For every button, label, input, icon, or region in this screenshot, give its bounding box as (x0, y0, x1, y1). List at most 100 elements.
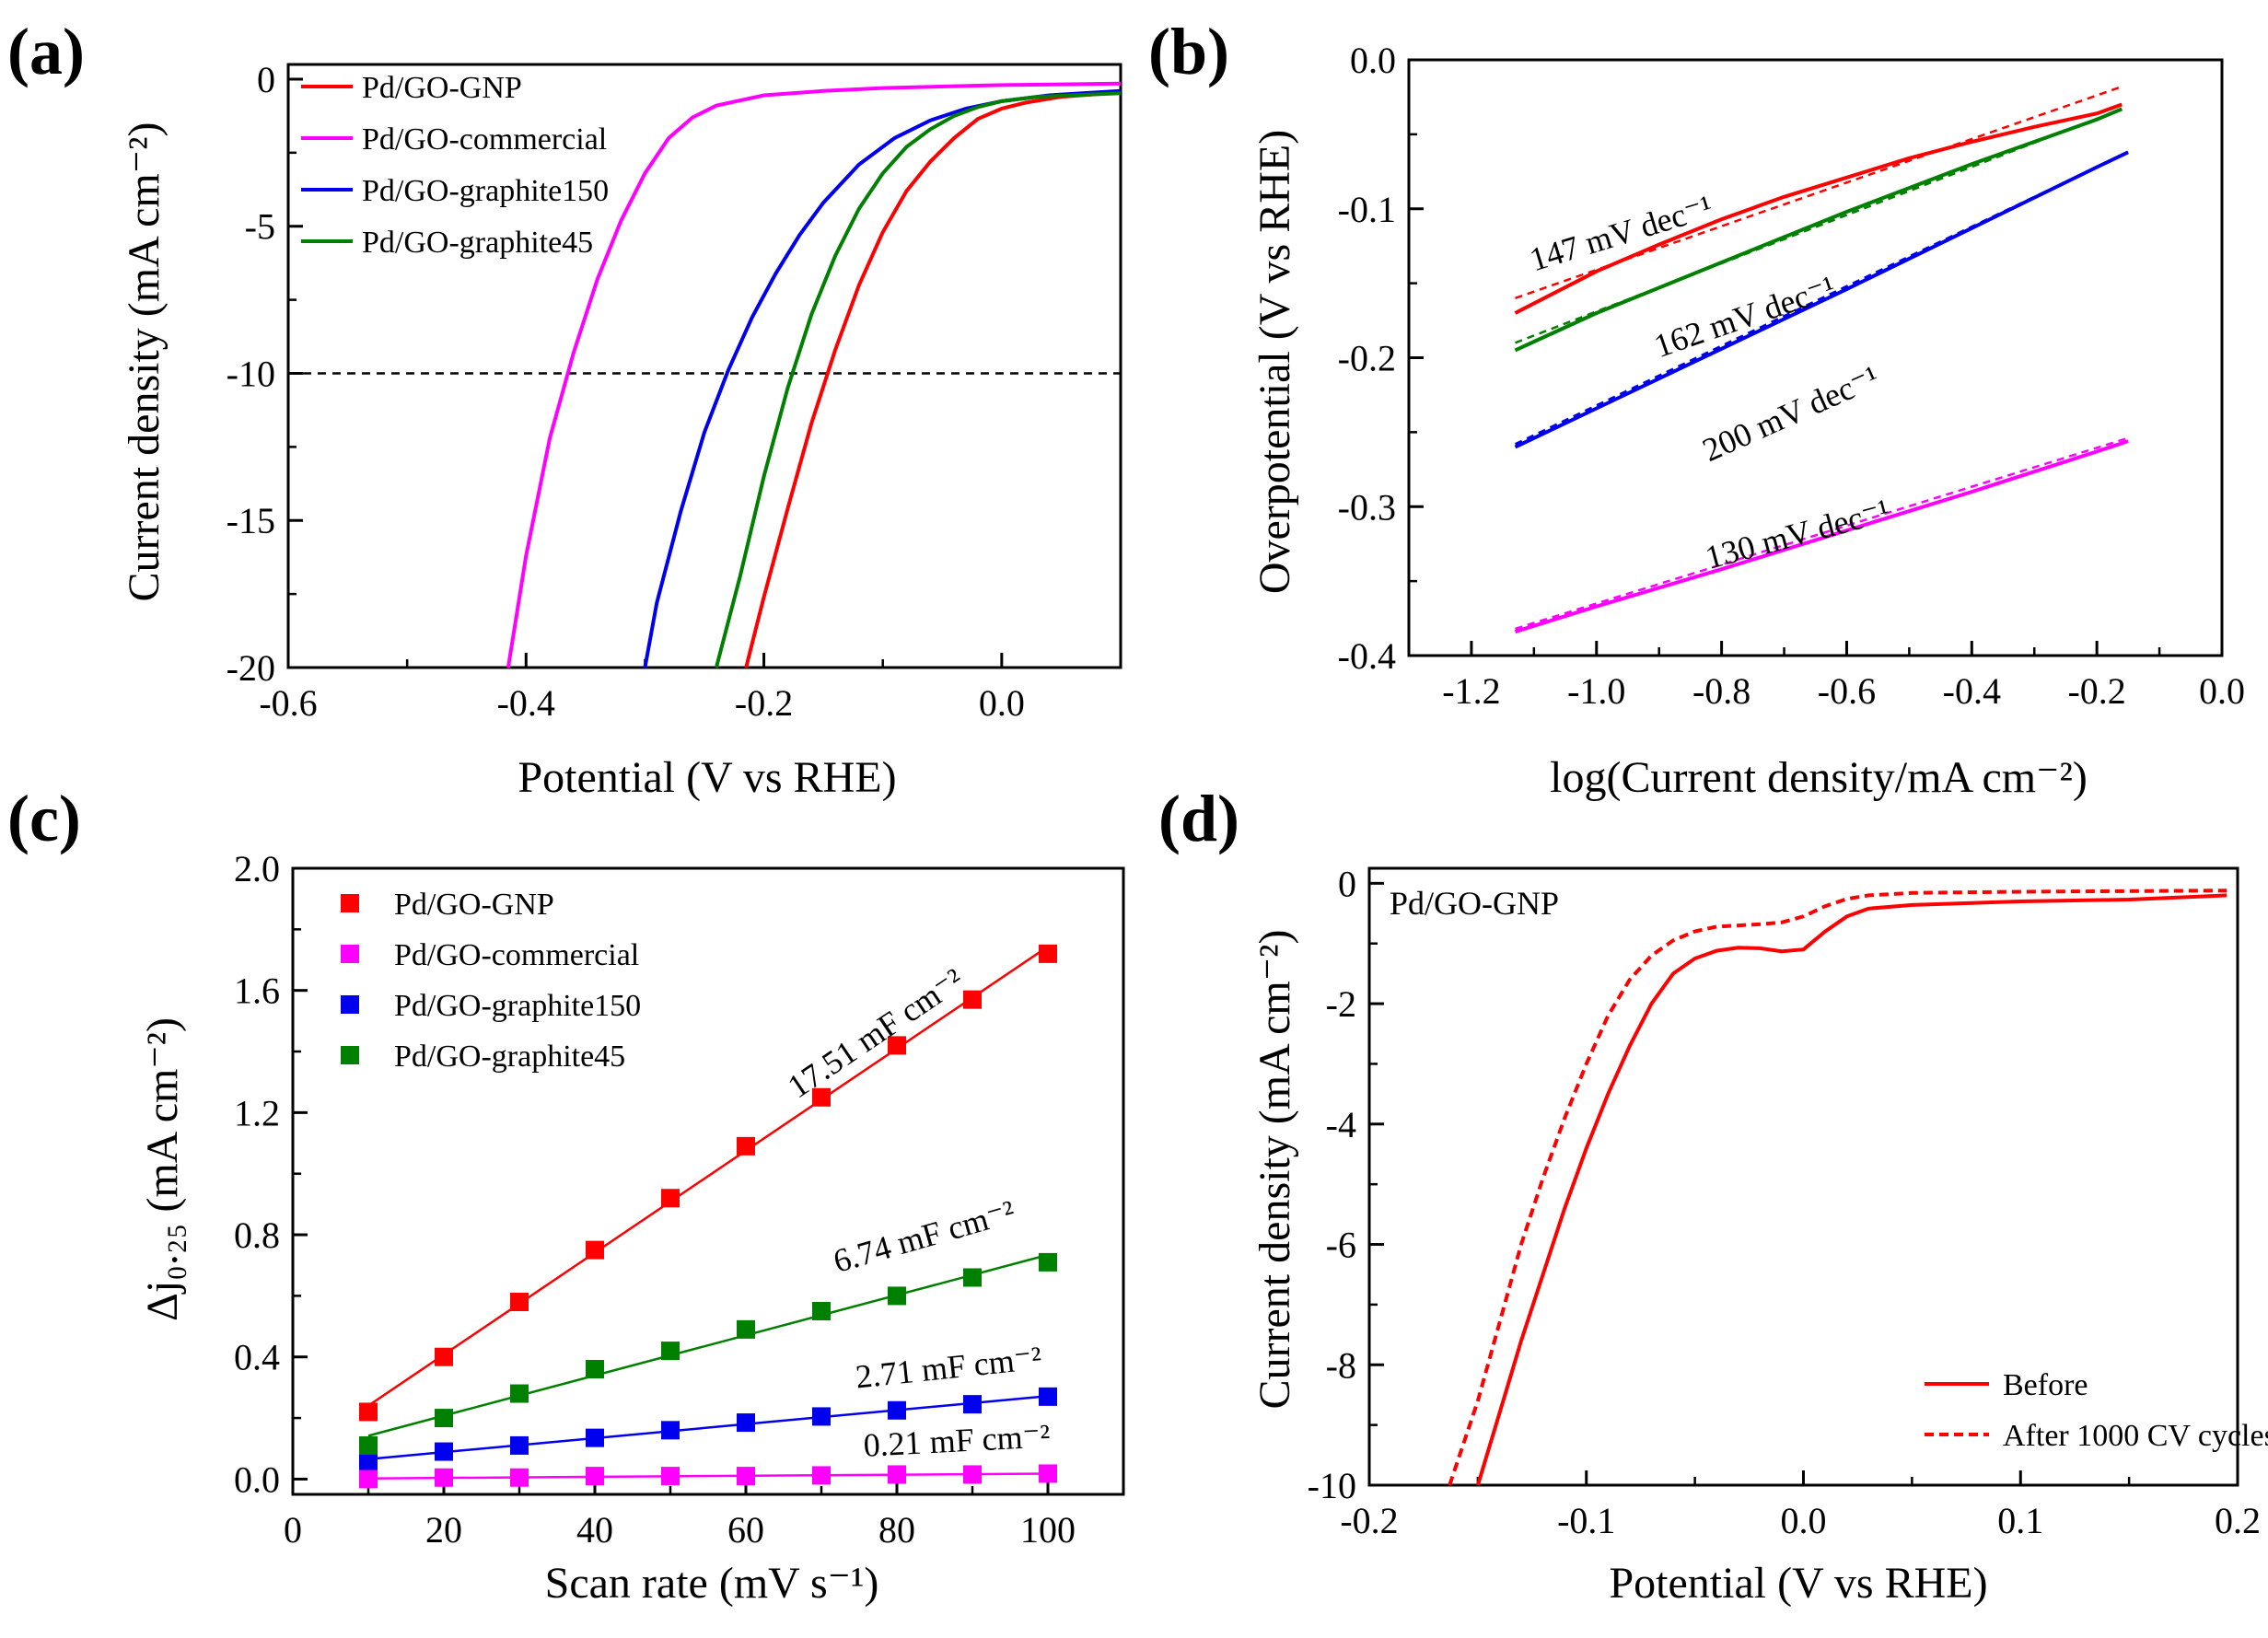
panel-b-xlabel: log(Current density/mA cm⁻²) (1550, 753, 2088, 802)
panel-c-data-point (963, 1268, 982, 1287)
panel-c-data-point (586, 1240, 604, 1260)
panel-c-data-point (661, 1467, 680, 1486)
panel-a-frame (286, 63, 1122, 669)
panel-c-capacitance-annotation: 0.21 mF cm⁻² (863, 1417, 1052, 1464)
panel-c-frame (291, 866, 1125, 1496)
panel-c-fit-line (367, 1472, 1049, 1480)
panel-b-plot: -1.2 -1.0 -0.8 -0.6 -0.4 -0.2 0.0 -0.4 -0.3 -0.2 -… (1338, 40, 2245, 712)
panel-a-xtick-label: -0.6 (259, 682, 317, 724)
panel-b-fit-line (1514, 151, 2129, 446)
panel-c-data-point (812, 1087, 831, 1107)
panel-b-frame (1407, 58, 2224, 657)
panel-b-xtick-label: -0.4 (1943, 670, 2001, 712)
panel-a-legend-label: Pd/GO-commercial (362, 122, 607, 157)
panel-a-ytick-label: 0 (257, 59, 275, 100)
panel-d-xtick-label: -0.1 (1557, 1500, 1615, 1541)
panel-b-series-line (1514, 102, 2123, 315)
panel-d-xtick-label: 0.1 (1997, 1500, 2043, 1541)
panel-c-data-point (737, 1413, 755, 1433)
panel-d-inset-label: Pd/GO-GNP (1390, 885, 1559, 922)
panel-b-ytick-label: -0.1 (1338, 189, 1396, 230)
panel-c-data-point (510, 1435, 529, 1455)
panel-c-data-point (359, 1402, 378, 1422)
panel-c-data-point (1039, 1387, 1057, 1406)
panel-c-data-point (661, 1421, 680, 1440)
panel-d-legend-label: Before (2003, 1368, 2088, 1402)
panel-a-xtick-label: -0.4 (497, 682, 555, 724)
panel-c-data-point (359, 1435, 378, 1455)
panel-c-data-point (435, 1442, 453, 1461)
panel-c-data-point (661, 1342, 680, 1361)
panel-b-fit-line (1515, 436, 2129, 631)
panel-c-plot: 0 20 40 60 80 100 0.0 0.4 0.8 1.2 1.6 2.0 Pd/GO-GNP P… (234, 848, 1125, 1551)
panel-a-series-line (506, 81, 1121, 668)
panel-d-series-line (1448, 889, 2227, 1486)
panel-a: (a) Current density (mA cm⁻²) Potential … (7, 15, 1122, 802)
panel-c-legend-label: Pd/GO-graphite45 (394, 1040, 625, 1074)
panel-c-xtick-label: 40 (576, 1509, 613, 1551)
panel-a-series-line (714, 91, 1121, 668)
panel-d-xtick-label: 0.2 (2215, 1500, 2261, 1541)
panel-c-legend-swatch (341, 1046, 359, 1064)
panel-c-ytick-label: 1.6 (234, 970, 280, 1012)
panel-c-capacitance-annotation: 17.51 mF cm⁻² (781, 961, 970, 1106)
panel-d-ytick-label: -8 (1326, 1344, 1356, 1386)
panel-c-capacitance-annotation: 6.74 mF cm⁻² (830, 1193, 1019, 1280)
panel-c-xtick-label: 60 (727, 1509, 764, 1551)
panel-c-fit-line (367, 946, 1049, 1407)
panel-d-ytick-label: -4 (1326, 1104, 1356, 1145)
panel-d-xtick-label: 0.0 (1781, 1500, 1827, 1541)
panel-d-frame (1367, 866, 2239, 1487)
panel-b-ytick-label: 0.0 (1350, 40, 1396, 81)
panel-c-data-point (510, 1468, 529, 1487)
panel-a-ylabel: Current density (mA cm⁻²) (120, 122, 169, 602)
panel-a-legend-label: Pd/GO-graphite150 (362, 174, 609, 208)
panel-b-xtick-label: -1.2 (1442, 670, 1500, 712)
panel-b-xtick-label: -1.0 (1567, 670, 1625, 712)
panel-d: (d) Current density (mA cm⁻²) Potential … (1158, 782, 2268, 1608)
panel-a-xtick-label: 0.0 (979, 682, 1025, 724)
panel-d-label: (d) (1158, 782, 1239, 855)
panel-a-ytick-label: -15 (227, 500, 275, 541)
panel-c-legend-label: Pd/GO-commercial (394, 938, 639, 972)
panel-b-ytick-label: -0.3 (1338, 486, 1396, 528)
panel-b-xtick-label: -0.6 (1818, 670, 1876, 712)
panel-a-series-line (643, 88, 1121, 668)
panel-c-data-point (359, 1451, 378, 1470)
panel-d-xlabel: Potential (V vs RHE) (1609, 1559, 1987, 1608)
panel-d-ytick-label: 0 (1338, 863, 1356, 904)
panel-c-legend-label: Pd/GO-graphite150 (394, 989, 641, 1023)
panel-b-ylabel: Overpotential (V vs RHE) (1250, 130, 1299, 594)
panel-c-data-point (586, 1360, 604, 1378)
panel-d-legend-label: After 1000 CV cycles (2003, 1419, 2268, 1453)
panel-c-xlabel: Scan rate (mV s⁻¹) (545, 1559, 879, 1608)
panel-d-plot: -0.2 -0.1 0.0 0.1 0.2 -10 -8 -6 -4 -2 0 Before After… (1308, 863, 2268, 1541)
panel-a-ytick-label: -5 (245, 206, 275, 248)
panel-b-series-line (1514, 439, 2129, 634)
panel-d-xtick-label: -0.2 (1340, 1500, 1398, 1541)
panel-a-ytick-label: -20 (227, 647, 275, 689)
panel-a-legend-label: Pd/GO-graphite45 (362, 226, 593, 260)
panel-c-data-point (963, 1465, 982, 1484)
panel-a-xtick-label: -0.2 (735, 682, 793, 724)
panel-b: (b) Overpotential (V vs RHE) log(Current… (1148, 15, 2245, 802)
panel-b-fit-line (1515, 85, 2123, 299)
panel-c-legend-swatch (341, 995, 359, 1014)
panel-c-legend-swatch (341, 945, 359, 963)
panel-b-slope-annotation: 200 mV dec⁻¹ (1697, 358, 1885, 469)
panel-b-slope-annotation: 162 mV dec⁻¹ (1649, 268, 1840, 365)
panel-b-ytick-label: -0.4 (1338, 635, 1396, 677)
panel-b-ytick-label: -0.2 (1338, 338, 1396, 379)
panel-c-data-point (1039, 1252, 1057, 1272)
panel-b-xtick-label: -0.2 (2067, 670, 2125, 712)
panel-c-ytick-label: 0.0 (234, 1458, 280, 1500)
panel-c-data-point (888, 1036, 906, 1055)
panel-c-ytick-label: 0.4 (234, 1337, 280, 1378)
panel-a-xlabel: Potential (V vs RHE) (518, 753, 896, 802)
panel-c-capacitance-annotation: 2.71 mF cm⁻² (854, 1340, 1043, 1396)
panel-d-ylabel: Current density (mA cm⁻²) (1250, 930, 1299, 1410)
panel-b-slope-annotation: 130 mV dec⁻¹ (1702, 492, 1893, 576)
panel-c-data-point (586, 1428, 604, 1447)
panel-a-ytick-label: -10 (227, 353, 275, 394)
panel-c-data-point (435, 1347, 453, 1366)
